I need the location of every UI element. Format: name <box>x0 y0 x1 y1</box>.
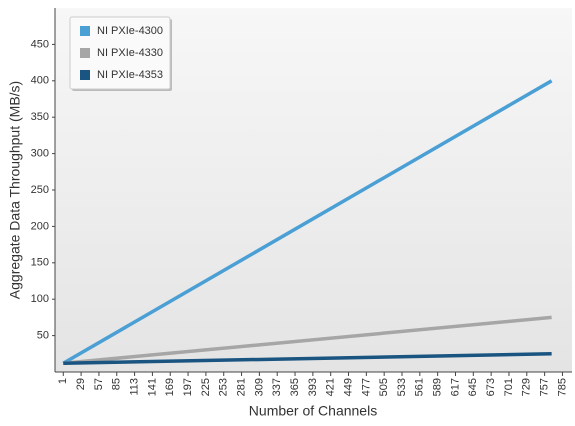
y-tick-label: 300 <box>31 148 49 160</box>
x-tick-label: 645 <box>467 378 479 396</box>
x-tick-label: 113 <box>128 378 140 396</box>
legend-label: NI PXIe-4330 <box>97 47 163 59</box>
x-tick-label: 561 <box>414 378 426 396</box>
x-tick-label: 673 <box>485 378 497 396</box>
x-tick-label: 309 <box>253 378 265 396</box>
y-axis-title: Aggregate Data Throughput (MB/s) <box>7 81 23 299</box>
x-tick-label: 141 <box>146 378 158 396</box>
x-tick-label: 701 <box>503 378 515 396</box>
x-axis-title: Number of Channels <box>249 403 377 419</box>
y-tick-label: 50 <box>37 330 49 342</box>
y-tick-label: 200 <box>31 220 49 232</box>
x-tick-label: 253 <box>218 378 230 396</box>
y-tick-label: 100 <box>31 293 49 305</box>
y-tick-label: 250 <box>31 184 49 196</box>
x-tick-label: 197 <box>182 378 194 396</box>
x-tick-label: 281 <box>235 378 247 396</box>
x-tick-label: 29 <box>75 378 87 390</box>
series-line <box>62 79 553 365</box>
y-tick-label: 400 <box>31 75 49 87</box>
x-tick-label: 421 <box>325 378 337 396</box>
legend-swatch <box>80 48 90 58</box>
x-tick-label: 785 <box>556 378 568 396</box>
x-tick-label: 505 <box>378 378 390 396</box>
series-line <box>63 352 552 366</box>
legend-box <box>69 16 171 90</box>
series-line <box>63 315 552 366</box>
x-tick-label: 365 <box>289 378 301 396</box>
x-tick-label: 729 <box>521 378 533 396</box>
x-tick-label: 533 <box>396 378 408 396</box>
legend-label: NI PXIe-4353 <box>97 69 163 81</box>
x-tick-label: 57 <box>93 378 105 390</box>
x-tick-label: 589 <box>432 378 444 396</box>
legend-swatch <box>80 26 90 36</box>
x-tick-label: 477 <box>360 378 372 396</box>
x-tick-label: 169 <box>164 378 176 396</box>
x-tick-label: 449 <box>342 378 354 396</box>
y-tick-label: 150 <box>31 257 49 269</box>
x-tick-label: 225 <box>200 378 212 396</box>
legend-swatch <box>80 70 90 80</box>
x-tick-label: 393 <box>307 378 319 396</box>
legend-label: NI PXIe-4300 <box>97 25 163 37</box>
x-tick-label: 337 <box>271 378 283 396</box>
x-tick-label: 617 <box>449 378 461 396</box>
x-tick-label: 85 <box>111 378 123 390</box>
y-tick-label: 450 <box>31 38 49 50</box>
y-tick-label: 350 <box>31 111 49 123</box>
x-tick-label: 757 <box>539 378 551 396</box>
x-tick-label: 1 <box>57 378 69 384</box>
